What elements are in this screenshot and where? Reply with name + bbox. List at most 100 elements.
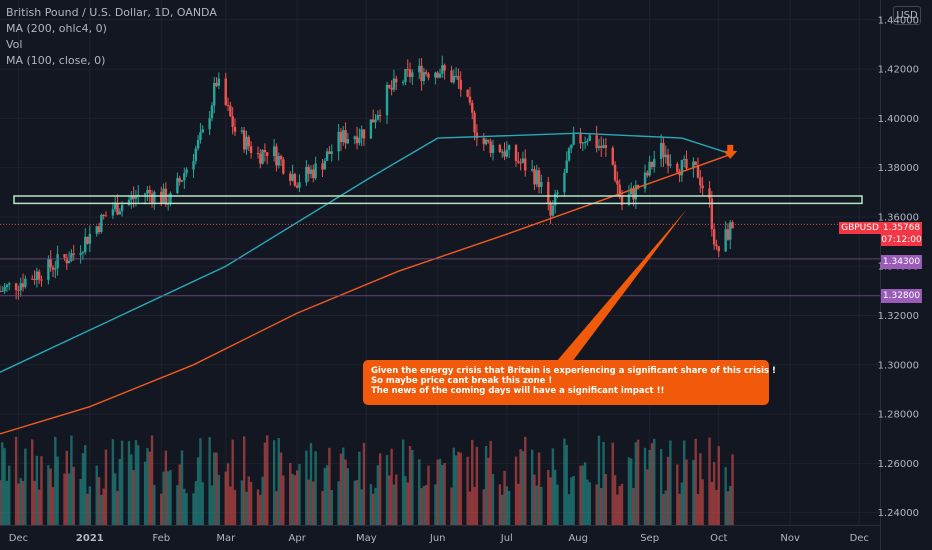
volume-bar bbox=[282, 475, 285, 525]
volume-bar bbox=[514, 456, 518, 525]
volume-bar bbox=[277, 438, 280, 525]
volume-bar bbox=[500, 494, 504, 525]
volume-bar bbox=[323, 467, 327, 525]
callout-pointer bbox=[556, 209, 687, 362]
level-label-2: 1.32800 bbox=[881, 289, 922, 303]
volume-bar bbox=[517, 483, 520, 525]
volume-bar bbox=[17, 483, 20, 525]
candle-body bbox=[5, 284, 9, 288]
indicator-ma200[interactable]: MA (200, ohlc4, 0) bbox=[6, 22, 107, 35]
volume-bar bbox=[312, 481, 315, 525]
candle-body bbox=[388, 84, 391, 88]
volume-bar bbox=[337, 481, 340, 525]
candle-body bbox=[500, 151, 504, 153]
candle-body bbox=[104, 215, 108, 217]
candle-body bbox=[54, 268, 57, 270]
candle-body bbox=[436, 72, 439, 78]
candle-body bbox=[507, 145, 511, 150]
volume-bar bbox=[37, 489, 41, 525]
volume-bar bbox=[676, 464, 679, 525]
volume-bar bbox=[715, 489, 718, 525]
candle-body bbox=[314, 163, 317, 179]
candle-body bbox=[535, 170, 538, 185]
volume-bar bbox=[201, 482, 204, 525]
currency-badge[interactable]: USD bbox=[893, 6, 921, 25]
volume-bar bbox=[330, 489, 333, 525]
volume-bar bbox=[298, 464, 301, 525]
candle-body bbox=[422, 72, 426, 81]
candle-body bbox=[457, 75, 460, 80]
candle-body bbox=[17, 290, 20, 292]
annotation-line-2: So maybe price cant break this zone ! bbox=[371, 376, 553, 386]
volume-bar bbox=[194, 481, 198, 525]
volume-bar bbox=[424, 485, 428, 525]
volume-bar bbox=[374, 487, 377, 525]
candle-body bbox=[487, 139, 490, 142]
candle-body bbox=[134, 196, 138, 199]
volume-bar bbox=[272, 440, 276, 525]
volume-bar bbox=[507, 490, 511, 525]
candle-body bbox=[249, 146, 253, 154]
candle-body bbox=[653, 159, 656, 167]
volume-bar bbox=[72, 466, 75, 525]
volume-bar bbox=[143, 461, 147, 525]
candle-body bbox=[572, 134, 575, 145]
time-tick-label: Feb bbox=[152, 533, 170, 544]
candle-body bbox=[424, 72, 428, 74]
candle-body bbox=[540, 182, 543, 188]
time-tick-label: Nov bbox=[780, 533, 800, 544]
volume-bar bbox=[176, 485, 179, 525]
candle-body bbox=[450, 70, 453, 83]
candle-body bbox=[291, 174, 294, 181]
volume-bar bbox=[102, 488, 105, 525]
volume-bar bbox=[519, 449, 522, 525]
volume-bar bbox=[35, 455, 39, 525]
volume-bar bbox=[602, 441, 605, 525]
candle-body bbox=[339, 131, 343, 142]
candle-body bbox=[261, 150, 264, 164]
volume-bar bbox=[148, 451, 151, 525]
candle-body bbox=[1, 290, 4, 292]
price-tick-label: 1.38000 bbox=[878, 163, 919, 174]
candle-body bbox=[19, 283, 22, 291]
volume-bar bbox=[487, 457, 490, 525]
volume-bar bbox=[524, 436, 527, 525]
level-label-1: 1.34300 bbox=[881, 255, 922, 269]
price-tick-label: 1.24000 bbox=[878, 508, 919, 519]
candle-body bbox=[215, 82, 218, 86]
candle-body bbox=[275, 146, 278, 166]
candle-body bbox=[468, 96, 472, 103]
candle-body bbox=[586, 140, 589, 142]
candle-body bbox=[491, 145, 495, 153]
candle-body bbox=[411, 72, 414, 78]
volume-bar bbox=[579, 465, 582, 525]
volume-bar bbox=[120, 440, 124, 525]
volume-bar bbox=[549, 477, 552, 525]
candle-body bbox=[588, 135, 591, 141]
candle-body bbox=[616, 180, 619, 185]
candle-body bbox=[208, 118, 211, 130]
candle-body bbox=[295, 185, 299, 188]
indicator-volume[interactable]: Vol bbox=[6, 38, 23, 51]
last-price-value: 1.35768 bbox=[882, 223, 921, 233]
volume-bar bbox=[632, 488, 635, 525]
volume-bar bbox=[411, 449, 414, 525]
candle-body bbox=[498, 145, 502, 153]
volume-bar bbox=[489, 440, 492, 525]
volume-bar bbox=[450, 487, 453, 525]
candle-body bbox=[385, 84, 389, 116]
annotation-callout[interactable]: Given the energy crisis that Britain is … bbox=[363, 360, 776, 405]
last-price-label: 1.35768 07:12:00 bbox=[881, 222, 922, 246]
volume-bar bbox=[540, 486, 543, 525]
volume-bar bbox=[634, 442, 638, 525]
volume-bar bbox=[565, 445, 568, 525]
candle-body bbox=[374, 119, 377, 123]
volume-bar bbox=[420, 488, 423, 525]
volume-bar bbox=[293, 475, 297, 525]
candle-body bbox=[715, 244, 718, 247]
candle-body bbox=[401, 82, 405, 84]
volume-bar bbox=[295, 470, 299, 525]
indicator-ma100[interactable]: MA (100, close, 0) bbox=[6, 54, 106, 67]
symbol-title[interactable]: British Pound / U.S. Dollar, 1D, OANDA bbox=[6, 6, 217, 19]
